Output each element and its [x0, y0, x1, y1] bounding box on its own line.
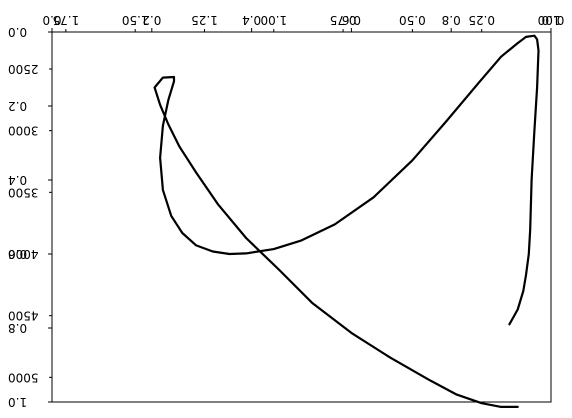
data-y-tick-label: 4500 — [8, 309, 39, 323]
series-group — [153, 34, 540, 408]
data-x-tick-label: 1.25 — [191, 13, 218, 27]
data-y-tick-label: 3000 — [8, 124, 39, 138]
series-line — [153, 34, 540, 408]
data-y-tick-label: 4000 — [8, 247, 39, 261]
frame-left-tick-label: 0.0 — [8, 25, 27, 39]
data-y-tick-label: 3500 — [8, 185, 39, 199]
data-y-tick-label: 5000 — [8, 370, 39, 384]
data-x-tick-label: 0.00 — [538, 13, 565, 27]
frame-top-tick-label: 0.8 — [442, 13, 461, 27]
frame-left-tick-label: 0.6 — [8, 247, 27, 261]
frame-top-tick-label: 0.6 — [342, 13, 361, 27]
data-x-tick-label: 1.50 — [122, 13, 149, 27]
data-x-tick-label: 0.75 — [330, 13, 357, 27]
frame-top-tick-label: 0.4 — [242, 13, 261, 27]
frame-left-tick-label: 0.4 — [8, 173, 27, 187]
data-x-tick-label: 1.00 — [260, 13, 287, 27]
frame-left-tick-label: 1.0 — [8, 395, 27, 409]
frame-left-tick-label: 0.2 — [8, 99, 27, 113]
frame-left-axis: 0.0 0.2 0.4 0.6 0.8 1.0 — [8, 25, 52, 409]
data-y-tick-label: 2500 — [8, 62, 39, 76]
frame-top-tick-label: 0.2 — [142, 13, 161, 27]
plot-frame — [51, 31, 552, 403]
plot-border — [51, 31, 552, 403]
data-x-tick-label: 1.75 — [53, 13, 80, 27]
data-x-tick-label: 0.25 — [468, 13, 495, 27]
frame-top-tick-label: 0.0 — [42, 13, 61, 27]
frame-top-tick-label: 1.0 — [541, 13, 560, 27]
frame-top-axis: 0.0 0.2 0.4 0.6 0.8 1.0 — [42, 13, 561, 32]
frame-left-tick-label: 0.8 — [8, 321, 27, 335]
data-x-tick-label: 0.50 — [399, 13, 426, 27]
data-x-axis: 0.00 0.25 0.50 0.75 1.00 1.25 1.50 1.75 — [53, 13, 565, 32]
data-y-axis: 2500 3000 3500 4000 4500 5000 — [8, 62, 52, 384]
